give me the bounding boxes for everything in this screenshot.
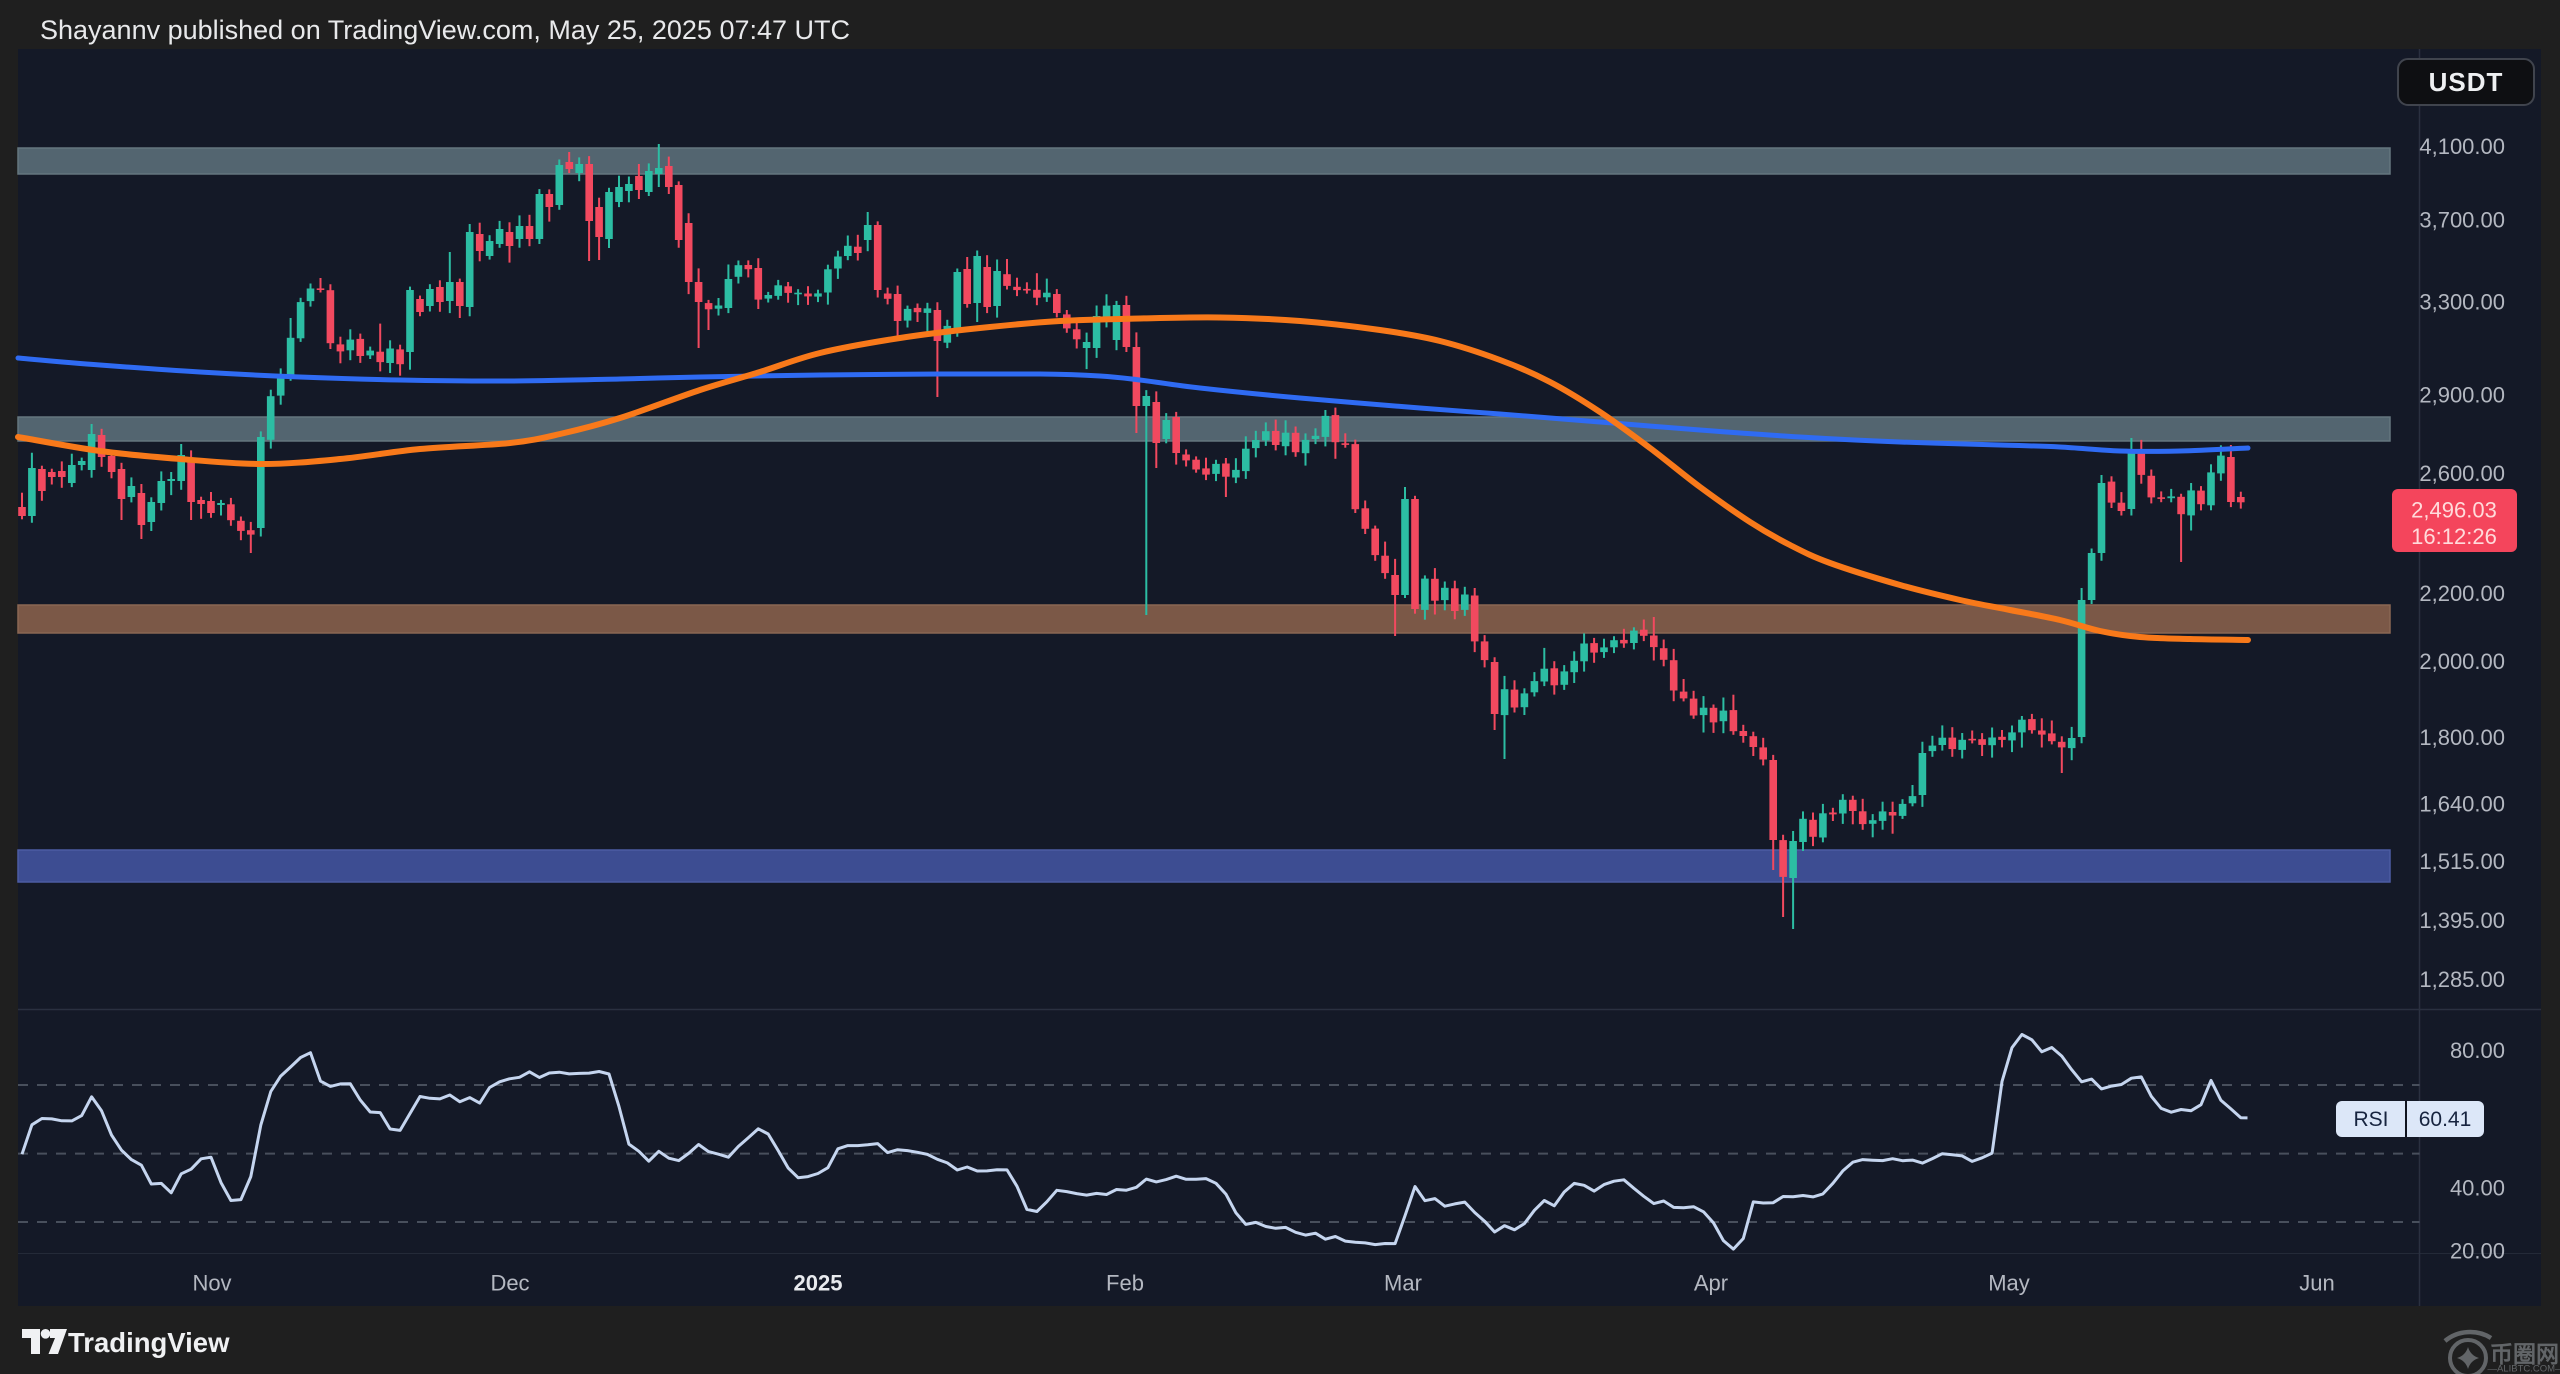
svg-text:3,300.00: 3,300.00	[2419, 290, 2505, 315]
svg-text:1,800.00: 1,800.00	[2419, 725, 2505, 750]
svg-text:Mar: Mar	[1384, 1271, 1422, 1296]
svg-text:TradingView: TradingView	[68, 1327, 230, 1358]
svg-text:RSI: RSI	[2353, 1108, 2388, 1131]
svg-text:1,395.00: 1,395.00	[2419, 908, 2505, 933]
svg-text:1,515.00: 1,515.00	[2419, 849, 2505, 874]
svg-text:Apr: Apr	[1694, 1271, 1728, 1296]
svg-text:1,285.00: 1,285.00	[2419, 967, 2505, 992]
svg-text:2025: 2025	[794, 1271, 843, 1296]
svg-text:2,600.00: 2,600.00	[2419, 461, 2505, 486]
svg-text:2,900.00: 2,900.00	[2419, 382, 2505, 407]
svg-text:—ALIBTC.COM—: —ALIBTC.COM—	[2487, 1364, 2560, 1374]
svg-text:Feb: Feb	[1106, 1271, 1144, 1296]
svg-text:Nov: Nov	[192, 1271, 231, 1296]
svg-text:Jun: Jun	[2299, 1271, 2334, 1296]
svg-text:Shayannv published on TradingV: Shayannv published on TradingView.com, M…	[40, 15, 850, 45]
svg-text:3,700.00: 3,700.00	[2419, 207, 2505, 232]
svg-text:4,100.00: 4,100.00	[2419, 134, 2505, 159]
svg-text:40.00: 40.00	[2450, 1175, 2505, 1200]
svg-text:1,640.00: 1,640.00	[2419, 792, 2505, 817]
svg-text:60.41: 60.41	[2419, 1108, 2472, 1131]
svg-text:Dec: Dec	[490, 1271, 529, 1296]
svg-text:80.00: 80.00	[2450, 1038, 2505, 1063]
svg-text:16:12:26: 16:12:26	[2411, 524, 2497, 549]
svg-text:2,200.00: 2,200.00	[2419, 581, 2505, 606]
svg-text:币圈网: 币圈网	[2490, 1341, 2559, 1367]
svg-text:20.00: 20.00	[2450, 1239, 2505, 1264]
svg-text:2,496.03: 2,496.03	[2411, 498, 2497, 523]
svg-text:May: May	[1988, 1271, 2030, 1296]
svg-text:2,000.00: 2,000.00	[2419, 649, 2505, 674]
svg-text:USDT: USDT	[2429, 67, 2504, 97]
